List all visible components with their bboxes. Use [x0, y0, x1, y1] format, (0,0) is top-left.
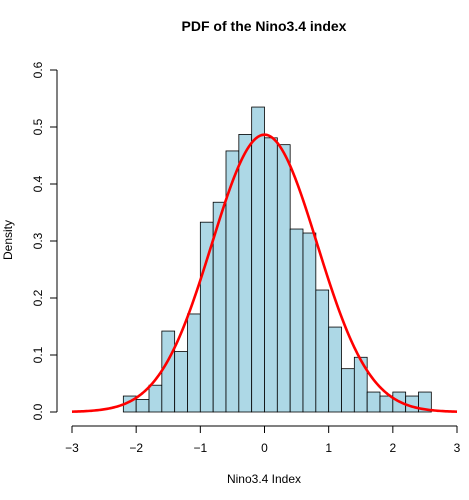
histogram-bar: [174, 351, 188, 413]
histogram-bar: [418, 391, 432, 413]
histogram-bar: [251, 106, 265, 413]
x-tick-label: −3: [65, 441, 79, 455]
histogram-bar: [264, 137, 278, 413]
histogram-bar: [135, 399, 150, 413]
x-tick-label: 3: [454, 441, 461, 455]
y-tick-label: 0.6: [31, 61, 45, 78]
x-tick-label: 2: [389, 441, 396, 455]
y-axis: 0.0 0.1 0.2 0.3 0.4 0.5 0.6: [31, 61, 58, 420]
y-tick-label: 0.1: [31, 346, 45, 363]
x-tick-label: −2: [129, 441, 143, 455]
y-tick-label: 0.2: [31, 289, 45, 306]
histogram-bar: [238, 134, 253, 413]
y-tick-label: 0.0: [31, 403, 45, 420]
histogram-bar: [187, 313, 201, 413]
y-tick-label: 0.5: [31, 118, 45, 135]
histogram-bar: [276, 144, 291, 413]
histogram-bar: [148, 384, 163, 413]
histogram-bar: [199, 221, 214, 413]
x-tick-label: 1: [325, 441, 332, 455]
histogram-bar: [225, 150, 240, 413]
x-tick-label: 0: [261, 441, 268, 455]
chart-title: PDF of the Nino3.4 index: [182, 18, 347, 34]
y-tick-label: 0.4: [31, 175, 45, 192]
density-curve-layer: [71, 133, 458, 413]
histogram-bar: [328, 326, 342, 413]
histogram-bar: [161, 330, 176, 413]
y-axis-label: Density: [1, 220, 15, 260]
histogram-bar: [315, 289, 330, 413]
density-curve: [71, 133, 458, 413]
x-axis: −3 −2 −1 0 1 2 3: [65, 425, 461, 455]
histogram-bar: [379, 395, 394, 413]
x-tick-label: −1: [193, 441, 207, 455]
histogram-bar: [289, 228, 304, 413]
histogram-bar: [302, 232, 317, 413]
histogram-bars: [122, 106, 432, 413]
x-axis-label: Nino3.4 Index: [227, 472, 301, 486]
y-tick-label: 0.3: [31, 232, 45, 249]
histogram-bar: [341, 368, 355, 413]
histogram-bar: [366, 391, 381, 413]
